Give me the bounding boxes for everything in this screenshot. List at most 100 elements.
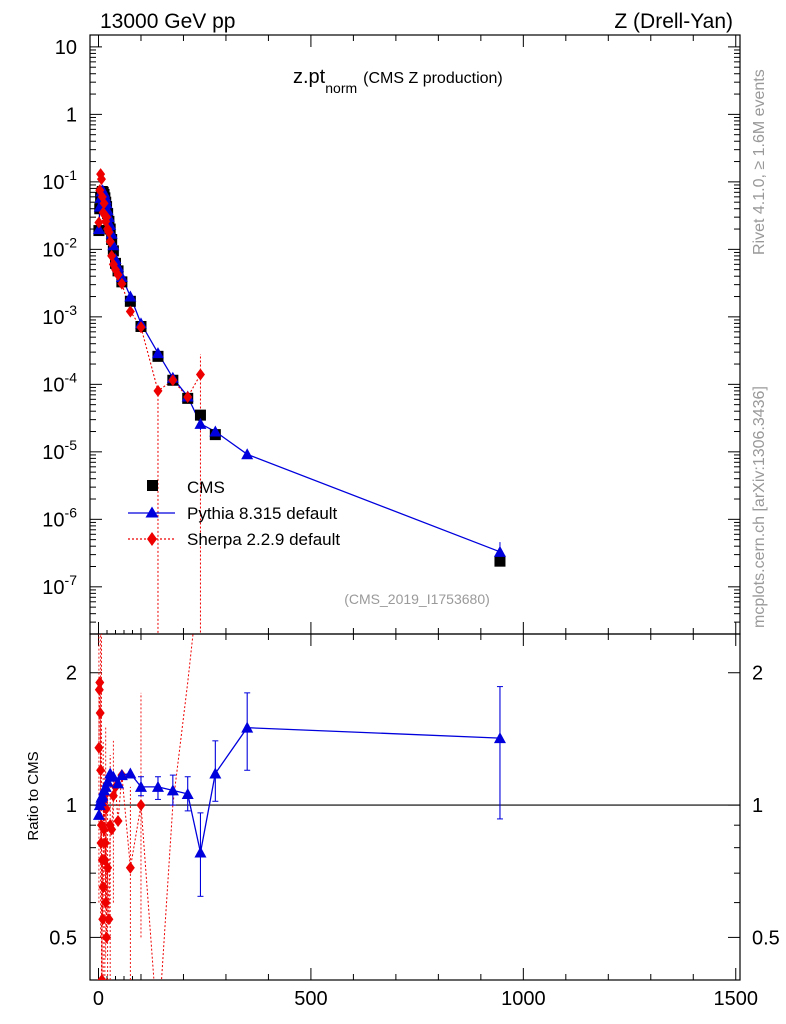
ratio-ytick-label-right: 0.5: [752, 927, 780, 949]
main-ytick-label: 10: [55, 37, 77, 59]
plot-title-extra: (CMS Z production): [363, 70, 503, 87]
ratio-xtick-label: 500: [294, 988, 327, 1010]
ytick-exponent: -2: [65, 234, 78, 250]
plot-title-main: z.pt: [293, 66, 326, 88]
ytick-exponent: -3: [65, 302, 78, 318]
sherpa-ratio-point: [99, 823, 109, 836]
rivet-label: Rivet 4.1.0, ≥ 1.6M events: [751, 69, 768, 255]
pythia-point: [493, 545, 506, 557]
sherpa-point: [183, 390, 193, 403]
sherpa-point: [195, 368, 205, 381]
main-ytick-label: 10-5: [42, 437, 77, 464]
sherpa-ratio-point: [102, 931, 112, 944]
ratio-frame: [89, 633, 741, 981]
ytick-exponent: -5: [65, 437, 78, 453]
sherpa-point: [168, 374, 178, 387]
cms-data-point: [107, 245, 119, 257]
pythia-ratio-point: [151, 780, 164, 792]
ytick-base: 10: [42, 239, 64, 261]
pythia-ratio-point: [107, 770, 120, 782]
sherpa-point: [104, 226, 114, 239]
main-ytick-label: 10-2: [42, 234, 77, 261]
pythia-point: [92, 223, 105, 235]
pythia-ratio-point: [194, 846, 207, 858]
ytick-exponent: -1: [65, 167, 78, 183]
pythia-ratio-point: [241, 721, 254, 733]
sherpa-ratio-point: [103, 861, 113, 874]
main-ytick-label: 10-7: [42, 572, 77, 599]
sherpa-ratio-point: [107, 823, 117, 836]
ytick-base: 10: [42, 172, 64, 194]
sherpa-point: [105, 235, 115, 248]
sherpa-ratio-line: [140, 805, 155, 980]
sherpa-ratio-point: [95, 676, 105, 689]
legend-entry-sherpa: Sherpa 2.2.9 default: [128, 530, 340, 549]
energy-label: 13000 GeV pp: [100, 10, 235, 33]
pythia-point: [241, 448, 254, 460]
sherpa-point: [96, 173, 106, 186]
ratio-xtick-label: 1500: [714, 988, 759, 1010]
ratio-ylabel: Ratio to CMS: [25, 751, 42, 840]
pythia-point: [209, 425, 222, 437]
main-ytick-label: 10-4: [42, 369, 77, 396]
main-ytick-label: 10-1: [42, 167, 77, 194]
ratio-ytick-label-left: 1: [66, 795, 77, 817]
ytick-exponent: -6: [65, 504, 78, 520]
legend-entry-pythia: Pythia 8.315 default: [128, 504, 338, 523]
sherpa-ratio-point: [101, 896, 111, 909]
legend-marker-sherpa: [147, 532, 157, 546]
sherpa-point: [125, 305, 135, 318]
ytick-exponent: -7: [65, 572, 78, 588]
sherpa-ratio-point: [104, 913, 114, 926]
legend-label-sherpa: Sherpa 2.2.9 default: [187, 530, 340, 549]
pythia-point: [107, 239, 120, 251]
pythia-point: [194, 417, 207, 429]
plot-title: z.ptnorm (CMS Z production): [293, 66, 503, 96]
legend-label-cms: CMS: [187, 478, 225, 497]
sherpa-ratio-point: [98, 881, 108, 894]
main-ytick-label: 10-6: [42, 504, 77, 531]
ratio-ytick-label-right: 2: [752, 663, 763, 685]
pythia-point: [151, 347, 164, 359]
main-ytick-label: 10-3: [42, 302, 77, 329]
sherpa-point: [102, 211, 112, 224]
ratio-series-group: [92, 634, 506, 980]
sherpa-point: [117, 277, 127, 290]
sherpa-point: [113, 268, 123, 281]
main-ytick-label: 1: [66, 104, 77, 126]
ytick-base: 10: [42, 374, 64, 396]
pythia-line: [98, 189, 501, 553]
sherpa-point: [136, 321, 146, 334]
pythia-ratio-point: [166, 784, 179, 796]
ytick-base: 10: [42, 442, 64, 464]
pythia-ratio-point: [115, 769, 128, 781]
ratio-ytick-label-left: 2: [66, 663, 77, 685]
pythia-ratio-point: [92, 808, 105, 820]
legend-marker-cms: [147, 480, 158, 491]
pythia-ratio-point: [181, 787, 194, 799]
sherpa-ratio-point: [94, 741, 104, 754]
sherpa-point: [99, 197, 109, 210]
sherpa-ratio-point: [108, 789, 118, 802]
ytick-base: 10: [42, 509, 64, 531]
pythia-ratio-point: [124, 767, 137, 779]
ratio-xtick-label: 1000: [501, 988, 546, 1010]
legend-label-pythia: Pythia 8.315 default: [187, 504, 338, 523]
sherpa-ratio-point: [125, 861, 135, 874]
analysis-id: (CMS_2019_I1753680): [344, 591, 490, 607]
process-label: Z (Drell-Yan): [614, 10, 733, 33]
cms-data-point: [494, 555, 506, 567]
sherpa-line: [98, 174, 201, 398]
ratio-ytick-label-left: 0.5: [49, 927, 77, 949]
pythia-ratio-point: [493, 732, 506, 744]
main-series-group: [92, 168, 506, 634]
plot-title-sub: norm: [325, 80, 357, 96]
ratio-xtick-label: 0: [93, 988, 104, 1010]
sherpa-ratio-point: [97, 974, 107, 980]
sherpa-ratio-point: [96, 764, 106, 777]
sherpa-ratio-point: [136, 799, 146, 812]
sherpa-point: [153, 384, 163, 397]
legend-marker-pythia: [145, 506, 159, 518]
sherpa-ratio-point: [113, 814, 123, 827]
